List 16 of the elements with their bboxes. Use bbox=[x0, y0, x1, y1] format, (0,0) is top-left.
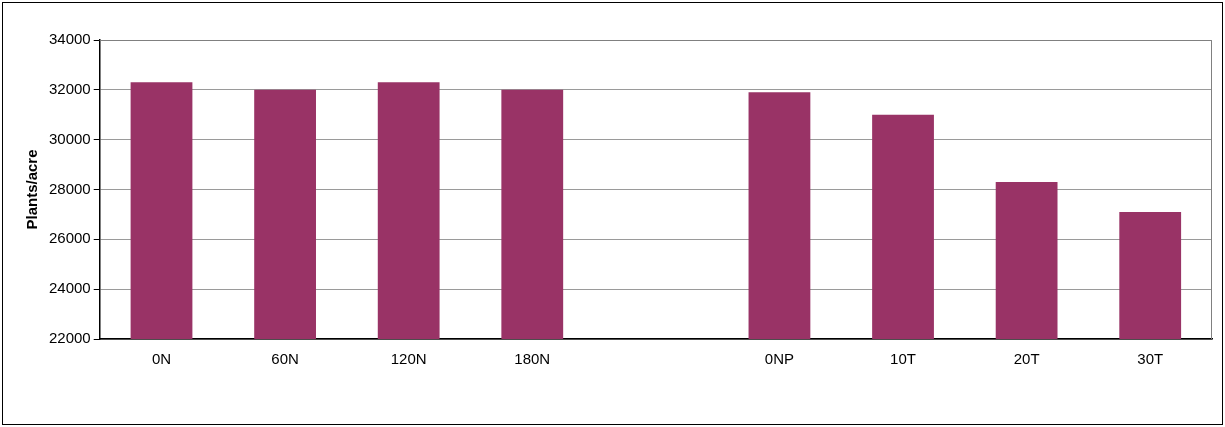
x-tick-label: 0N bbox=[151, 350, 172, 368]
y-tick-label: 28000 bbox=[48, 179, 91, 197]
y-tick-label: 26000 bbox=[48, 229, 91, 247]
x-tick-label: 180N bbox=[514, 350, 551, 368]
x-tick-label: 30T bbox=[1137, 350, 1164, 368]
x-tick-label: 0NP bbox=[764, 350, 795, 368]
y-tick-label: 30000 bbox=[48, 129, 91, 147]
y-tick-label: 34000 bbox=[48, 30, 91, 48]
x-tick-label: 20T bbox=[1013, 350, 1040, 368]
y-tick-label: 24000 bbox=[48, 279, 91, 297]
x-tick-label: 10T bbox=[890, 350, 916, 368]
y-tick-label: 22000 bbox=[48, 329, 91, 347]
y-axis-title: Plants/acre bbox=[23, 149, 41, 230]
x-tick-label: 60N bbox=[271, 350, 299, 368]
x-tick-label: 120N bbox=[390, 350, 427, 368]
y-tick-label: 32000 bbox=[48, 79, 91, 97]
